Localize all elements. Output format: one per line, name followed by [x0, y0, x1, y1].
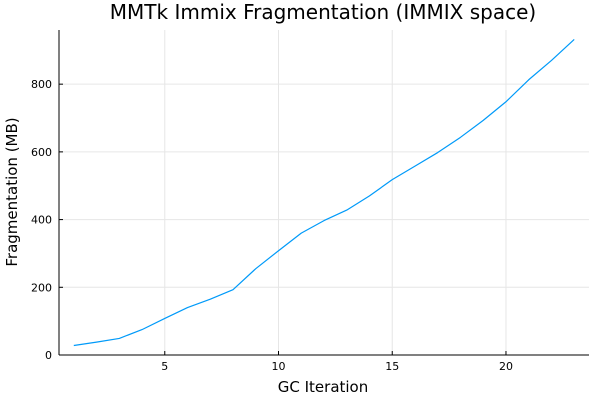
y-tick-label: 200: [31, 281, 52, 294]
y-tick-label: 0: [45, 349, 52, 362]
series-line: [73, 39, 575, 347]
x-tick-label: 15: [385, 360, 399, 373]
y-tick-label: 600: [31, 146, 52, 159]
x-tick-label: 5: [161, 360, 168, 373]
y-axis-label: Fragmentation (MB): [3, 117, 21, 266]
grid-lines: [59, 30, 589, 356]
x-tick-label: 10: [272, 360, 286, 373]
x-axis-label: GC Iteration: [278, 378, 369, 396]
y-tick-label: 800: [31, 78, 52, 91]
series-layer: [73, 39, 575, 347]
x-tick-label: 20: [499, 360, 513, 373]
chart-title: MMTk Immix Fragmentation (IMMIX space): [110, 0, 536, 24]
plot-axes: [58, 30, 589, 356]
y-tick-label: 400: [31, 214, 52, 227]
